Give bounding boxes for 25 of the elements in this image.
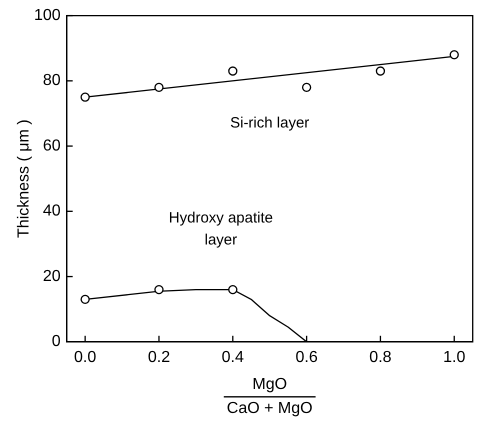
y-tick-label: 100 bbox=[34, 7, 61, 24]
x-tick-label: 0.4 bbox=[222, 348, 244, 366]
point bbox=[80, 92, 90, 102]
y-tick-label: 80 bbox=[42, 72, 61, 90]
x-tick-label: 0.8 bbox=[369, 348, 392, 366]
point bbox=[80, 294, 90, 304]
point bbox=[302, 82, 312, 92]
point bbox=[376, 66, 386, 76]
x-tick-label: 0.2 bbox=[148, 348, 170, 366]
text: Si-rich layer bbox=[230, 114, 310, 132]
y-tick-label: 0 bbox=[52, 333, 61, 350]
point bbox=[450, 50, 459, 60]
point bbox=[228, 284, 238, 294]
y-tick-label: 40 bbox=[42, 202, 61, 220]
text: Hydroxy apatite layer bbox=[168, 210, 273, 249]
point bbox=[154, 284, 164, 294]
y-tick-label: 20 bbox=[42, 268, 61, 285]
x-axis-title: MgO CaO + MgO bbox=[226, 376, 313, 418]
x-tick-label: 0.0 bbox=[74, 348, 96, 366]
y-tick-label: 60 bbox=[42, 137, 61, 154]
point bbox=[228, 66, 238, 76]
point bbox=[154, 82, 164, 92]
x-tick-label: 1.0 bbox=[443, 348, 466, 366]
y-axis-title: Thickness ( μm ) bbox=[15, 119, 32, 238]
x-tick-label: 0.6 bbox=[295, 348, 318, 366]
